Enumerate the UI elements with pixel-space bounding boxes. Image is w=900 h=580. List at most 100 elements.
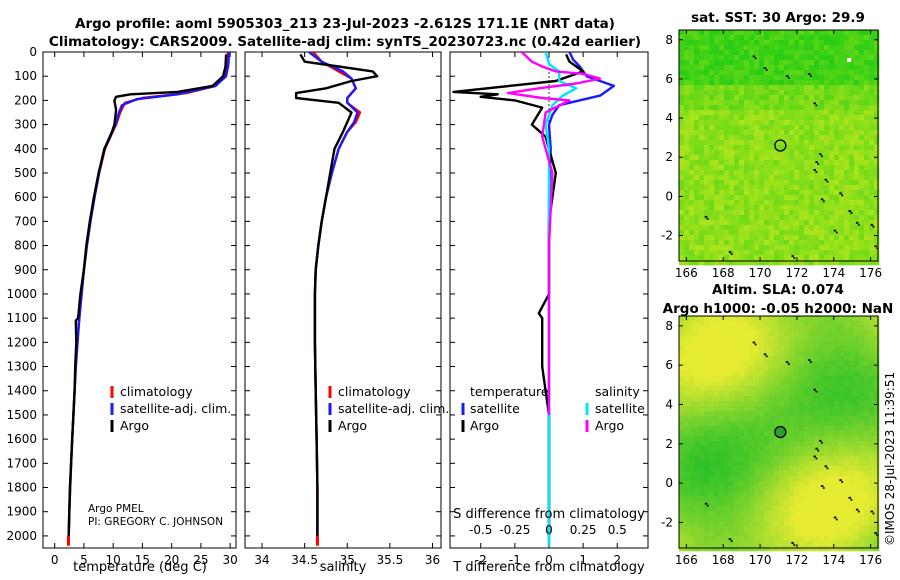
map-cell: [754, 501, 760, 507]
map-cell: [839, 476, 845, 482]
map-cell: [704, 160, 710, 166]
map-cell: [794, 85, 800, 91]
map-cell: [839, 110, 845, 116]
map-cell: [719, 391, 725, 397]
map-cell: [719, 381, 725, 387]
map-cell: [704, 496, 710, 502]
map-cell: [714, 130, 720, 136]
map-cell: [864, 416, 870, 422]
map-cell: [739, 90, 745, 96]
map-cell: [799, 250, 805, 256]
map-cell: [804, 30, 810, 36]
map-cell: [694, 471, 700, 477]
map-cell: [684, 466, 690, 472]
map-cell: [679, 411, 685, 417]
map-cell: [764, 471, 770, 477]
map-cell: [769, 180, 775, 186]
map-cell: [749, 491, 755, 497]
map-cell: [859, 110, 865, 116]
map-cell: [844, 451, 850, 457]
map-cell: [844, 331, 850, 337]
map-cell: [769, 160, 775, 166]
map-cell: [834, 366, 840, 372]
map-cell: [734, 491, 740, 497]
map-cell: [824, 331, 830, 337]
map-cell: [844, 55, 850, 61]
map-cell: [794, 80, 800, 86]
map-cell: [749, 511, 755, 517]
map-cell: [744, 170, 750, 176]
map-cell: [714, 541, 720, 547]
map-cell: [869, 406, 875, 412]
map-cell: [784, 215, 790, 221]
map-cell: [694, 50, 700, 56]
map-cell: [754, 546, 760, 552]
map-cell: [689, 361, 695, 367]
map-cell: [834, 436, 840, 442]
map-cell: [819, 130, 825, 136]
map-cell: [794, 401, 800, 407]
map-cell: [749, 170, 755, 176]
map-cell: [679, 185, 685, 191]
map-cell: [809, 321, 815, 327]
map-cell: [784, 371, 790, 377]
map-cell: [699, 45, 705, 51]
map-cell: [704, 471, 710, 477]
map-cell: [869, 486, 875, 492]
map-cell: [759, 155, 765, 161]
map-cell: [864, 476, 870, 482]
map-cell: [694, 190, 700, 196]
map-cell: [854, 115, 860, 121]
island-dot: [752, 341, 756, 344]
map-cell: [714, 195, 720, 201]
map-cell: [834, 386, 840, 392]
map-cell: [739, 376, 745, 382]
map-cell: [834, 40, 840, 46]
map-cell: [839, 376, 845, 382]
map-cell: [854, 326, 860, 332]
map-cell: [859, 210, 865, 216]
map-cell: [699, 451, 705, 457]
map-cell: [729, 456, 735, 462]
map-cell: [699, 215, 705, 221]
map-cell: [699, 511, 705, 517]
map-cell: [829, 391, 835, 397]
map-cell: [679, 541, 685, 547]
map-cell: [744, 215, 750, 221]
map-cell: [819, 486, 825, 492]
map-cell: [729, 511, 735, 517]
map-cell: [744, 401, 750, 407]
map-cell: [724, 476, 730, 482]
map-cell: [764, 125, 770, 131]
map-cell: [724, 366, 730, 372]
map-cell: [719, 205, 725, 211]
map-cell: [789, 210, 795, 216]
map-cell: [724, 45, 730, 51]
map-cell: [769, 225, 775, 231]
map-cell: [804, 65, 810, 71]
map-cell: [684, 436, 690, 442]
map-cell: [844, 155, 850, 161]
map-cell: [789, 140, 795, 146]
map-cell: [844, 346, 850, 352]
map-cell: [699, 165, 705, 171]
map-cell: [694, 100, 700, 106]
map-cell: [849, 260, 855, 266]
map-cell: [689, 376, 695, 382]
depth-tick-label: 1300: [6, 360, 37, 374]
map-cell: [809, 476, 815, 482]
map-cell: [784, 150, 790, 156]
map-cell: [689, 165, 695, 171]
map-cell: [724, 40, 730, 46]
map-cell: [694, 491, 700, 497]
map-cell: [774, 316, 780, 322]
map-cell: [799, 516, 805, 522]
map-cell: [824, 110, 830, 116]
map-cell: [869, 401, 875, 407]
map-cell: [714, 491, 720, 497]
map-cell: [729, 431, 735, 437]
map-cell: [729, 220, 735, 226]
map-cell: [864, 376, 870, 382]
map-cell: [799, 115, 805, 121]
map-cell: [834, 190, 840, 196]
